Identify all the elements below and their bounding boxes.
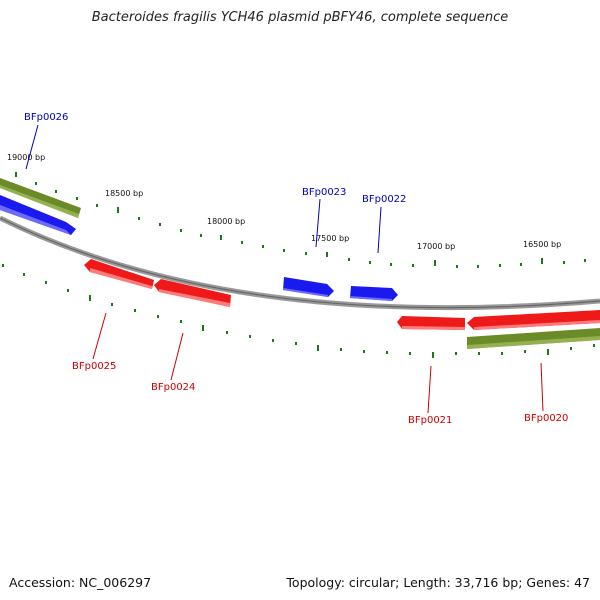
- scale-label-18000: 18000 bp: [207, 217, 245, 226]
- gene-arrow-bfp0022[interactable]: [350, 286, 398, 301]
- gene-arrow-bfp0025[interactable]: [84, 259, 154, 289]
- gene-label-bfp0026[interactable]: BFp0026: [24, 112, 68, 123]
- scale-label-18500: 18500 bp: [105, 189, 143, 198]
- scale-label-16500: 16500 bp: [523, 240, 561, 249]
- label-leader-lines: [25, 124, 544, 414]
- gene-arrow-bfp0026[interactable]: [0, 195, 76, 235]
- outer-tick-row: [15, 172, 586, 268]
- gene-arrow-bfp0021[interactable]: [397, 316, 465, 330]
- gene-label-bfp0020[interactable]: BFp0020: [524, 413, 568, 424]
- gene-label-bfp0021[interactable]: BFp0021: [408, 415, 452, 426]
- topology-summary: Topology: circular; Length: 33,716 bp; G…: [286, 575, 590, 590]
- gene-arrow-bfp0020[interactable]: [467, 310, 600, 330]
- scale-label-17500: 17500 bp: [311, 234, 349, 243]
- accession-text: Accession: NC_006297: [9, 575, 152, 590]
- reverse-cds-track: [467, 328, 600, 349]
- gene-arrow-bfp0023[interactable]: [283, 277, 334, 297]
- gene-label-bfp0022[interactable]: BFp0022: [362, 194, 406, 205]
- gene-label-bfp0024[interactable]: BFp0024: [151, 382, 195, 393]
- scale-label-19000: 19000 bp: [7, 153, 45, 162]
- inner-tick-row: [2, 264, 595, 358]
- gene-label-bfp0025[interactable]: BFp0025: [72, 361, 116, 372]
- gene-arrow-bfp0024[interactable]: [154, 279, 231, 307]
- forward-cds-track: [0, 178, 81, 218]
- gene-label-bfp0023[interactable]: BFp0023: [302, 187, 346, 198]
- scale-label-17000: 17000 bp: [417, 242, 455, 251]
- map-title: Bacteroides fragilis YCH46 plasmid pBFY4…: [91, 10, 509, 25]
